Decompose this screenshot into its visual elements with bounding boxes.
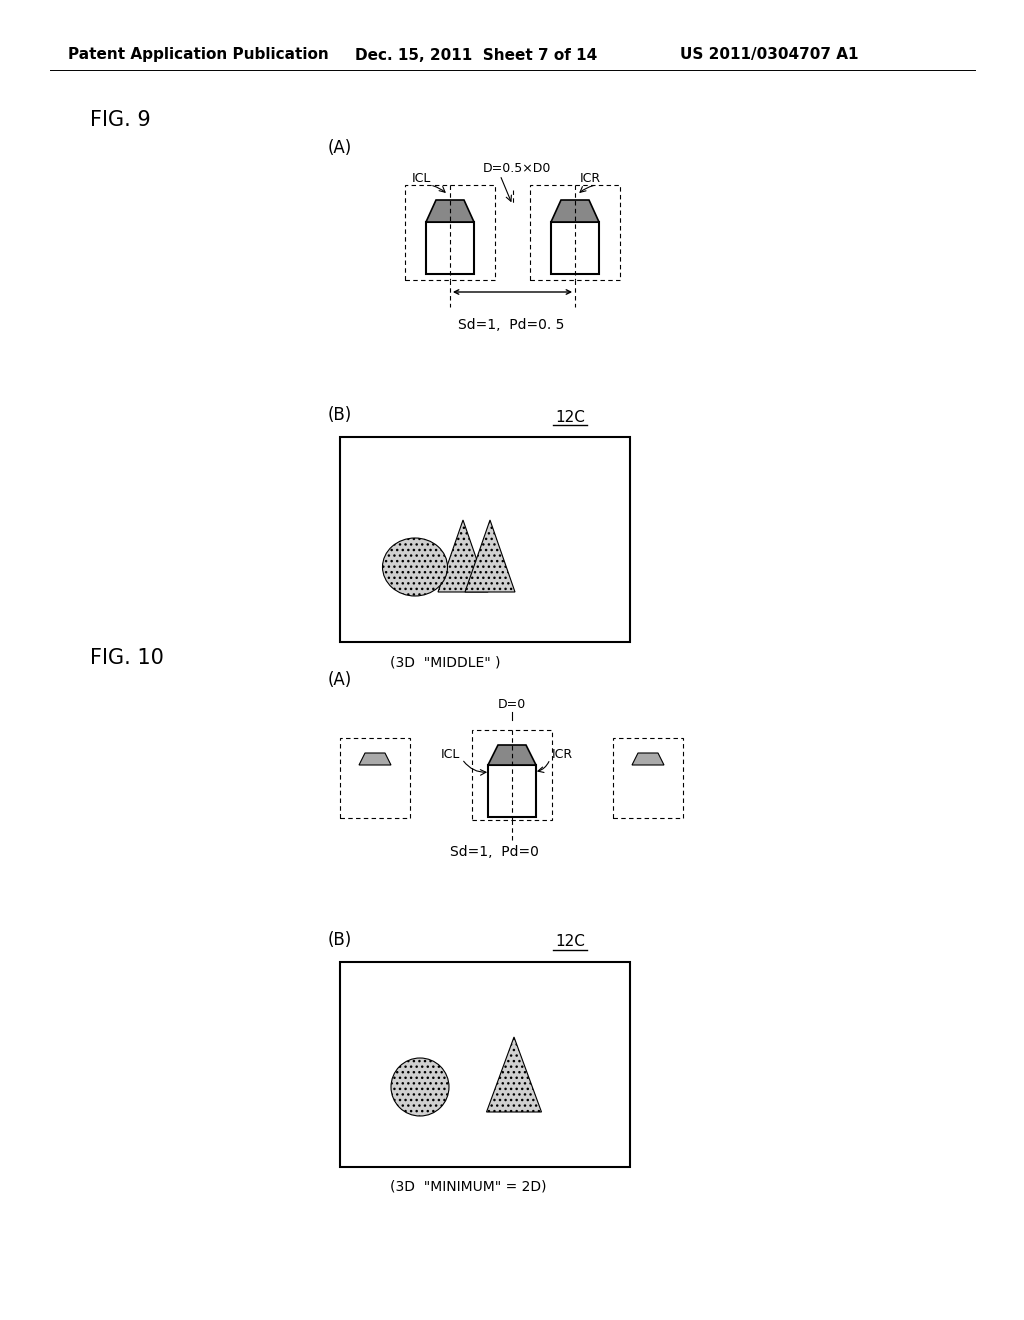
Bar [406,185,495,280]
Text: Sd=1,  Pd=0: Sd=1, Pd=0 [450,845,539,859]
Bar [530,185,620,280]
Bar [488,766,536,817]
Bar [551,222,599,275]
Bar [613,738,683,818]
Text: D=0.5×D0: D=0.5×D0 [483,161,551,174]
Text: ICR: ICR [580,172,601,185]
Polygon shape [359,752,391,766]
Text: (3D  "MINIMUM" = 2D): (3D "MINIMUM" = 2D) [390,1180,547,1195]
Bar [472,730,552,820]
Text: Dec. 15, 2011  Sheet 7 of 14: Dec. 15, 2011 Sheet 7 of 14 [355,48,597,62]
Bar [340,437,630,642]
Ellipse shape [383,539,447,597]
Polygon shape [438,520,488,591]
Bar [340,738,410,818]
Text: (A): (A) [328,671,352,689]
Bar [426,222,474,275]
Polygon shape [632,752,664,766]
Text: (B): (B) [328,931,352,949]
Text: ICL: ICL [412,172,431,185]
Text: US 2011/0304707 A1: US 2011/0304707 A1 [680,48,858,62]
Text: 12C: 12C [555,409,585,425]
Bar [340,962,630,1167]
Polygon shape [551,201,599,222]
Text: Patent Application Publication: Patent Application Publication [68,48,329,62]
Text: ICL: ICL [440,747,460,760]
Polygon shape [426,201,474,222]
Text: (A): (A) [328,139,352,157]
Text: 12C: 12C [555,935,585,949]
Text: Sd=1,  Pd=0. 5: Sd=1, Pd=0. 5 [458,318,564,333]
Text: FIG. 10: FIG. 10 [90,648,164,668]
Text: (B): (B) [328,407,352,424]
Polygon shape [465,520,515,591]
Text: D=0: D=0 [498,698,526,711]
Ellipse shape [391,1059,449,1115]
Text: ICR: ICR [552,747,573,760]
Text: FIG. 9: FIG. 9 [90,110,151,129]
Text: (3D  "MIDDLE" ): (3D "MIDDLE" ) [390,655,501,669]
Polygon shape [486,1038,542,1111]
Polygon shape [488,744,536,766]
